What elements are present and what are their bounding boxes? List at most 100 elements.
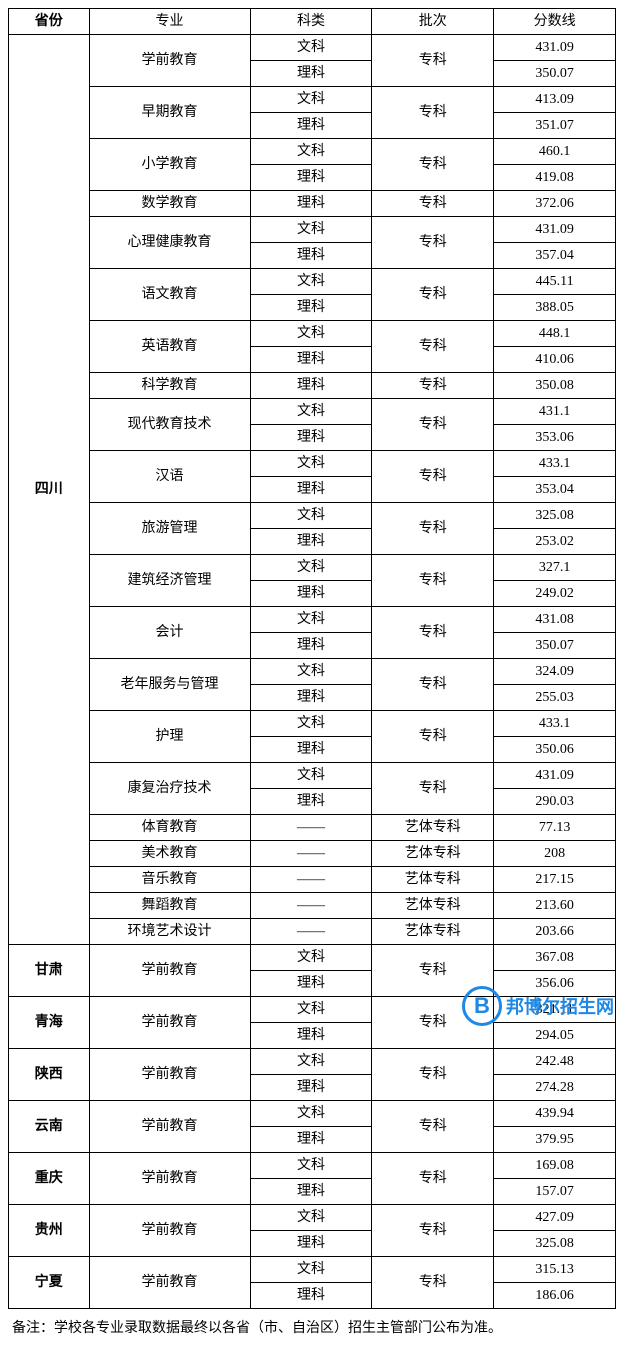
subject-cell: —— xyxy=(250,893,372,919)
subject-cell: 理科 xyxy=(250,1179,372,1205)
subject-cell: 文科 xyxy=(250,659,372,685)
score-cell: 208 xyxy=(494,841,616,867)
table-row: 汉语 文科 专科 433.1 xyxy=(9,451,616,477)
subject-cell: 文科 xyxy=(250,1049,372,1075)
subject-cell: 理科 xyxy=(250,373,372,399)
subject-cell: 文科 xyxy=(250,217,372,243)
score-cell: 379.95 xyxy=(494,1127,616,1153)
header-major: 专业 xyxy=(89,9,250,35)
subject-cell: 文科 xyxy=(250,399,372,425)
subject-cell: 理科 xyxy=(250,61,372,87)
header-subject: 科类 xyxy=(250,9,372,35)
table-row: 数学教育 理科 专科 372.06 xyxy=(9,191,616,217)
major-cell: 心理健康教育 xyxy=(89,217,250,269)
watermark-logo-icon: B xyxy=(462,986,502,1026)
score-cell: 431.09 xyxy=(494,217,616,243)
score-cell: 460.1 xyxy=(494,139,616,165)
score-cell: 213.60 xyxy=(494,893,616,919)
table-row: 老年服务与管理 文科 专科 324.09 xyxy=(9,659,616,685)
province-cell: 云南 xyxy=(9,1101,90,1153)
major-cell: 语文教育 xyxy=(89,269,250,321)
subject-cell: 理科 xyxy=(250,1127,372,1153)
subject-cell: 文科 xyxy=(250,1101,372,1127)
subject-cell: 文科 xyxy=(250,763,372,789)
subject-cell: 理科 xyxy=(250,971,372,997)
score-cell: 427.09 xyxy=(494,1205,616,1231)
subject-cell: 文科 xyxy=(250,1153,372,1179)
subject-cell: —— xyxy=(250,867,372,893)
batch-cell: 专科 xyxy=(372,191,494,217)
batch-cell: 专科 xyxy=(372,763,494,815)
table-row: 康复治疗技术 文科 专科 431.09 xyxy=(9,763,616,789)
score-cell: 203.66 xyxy=(494,919,616,945)
subject-cell: 文科 xyxy=(250,269,372,295)
subject-cell: —— xyxy=(250,815,372,841)
score-cell: 325.08 xyxy=(494,1231,616,1257)
table-row: 环境艺术设计 —— 艺体专科 203.66 xyxy=(9,919,616,945)
province-cell: 陕西 xyxy=(9,1049,90,1101)
batch-cell: 专科 xyxy=(372,1205,494,1257)
subject-cell: 文科 xyxy=(250,503,372,529)
major-cell: 学前教育 xyxy=(89,997,250,1049)
score-cell: 350.07 xyxy=(494,61,616,87)
major-cell: 学前教育 xyxy=(89,1257,250,1309)
score-cell: 350.07 xyxy=(494,633,616,659)
score-cell: 431.09 xyxy=(494,763,616,789)
table-row: 英语教育 文科 专科 448.1 xyxy=(9,321,616,347)
score-cell: 353.04 xyxy=(494,477,616,503)
batch-cell: 专科 xyxy=(372,1101,494,1153)
score-cell: 77.13 xyxy=(494,815,616,841)
major-cell: 早期教育 xyxy=(89,87,250,139)
province-cell: 甘肃 xyxy=(9,945,90,997)
subject-cell: 文科 xyxy=(250,87,372,113)
admission-score-table: 省份 专业 科类 批次 分数线 四川 学前教育 文科 专科 431.09 理科 … xyxy=(8,8,616,1309)
batch-cell: 专科 xyxy=(372,1049,494,1101)
major-cell: 护理 xyxy=(89,711,250,763)
score-cell: 431.08 xyxy=(494,607,616,633)
subject-cell: 理科 xyxy=(250,529,372,555)
header-batch: 批次 xyxy=(372,9,494,35)
table-row: 心理健康教育 文科 专科 431.09 xyxy=(9,217,616,243)
score-cell: 169.08 xyxy=(494,1153,616,1179)
table-row: 四川 学前教育 文科 专科 431.09 xyxy=(9,35,616,61)
table-row: 建筑经济管理 文科 专科 327.1 xyxy=(9,555,616,581)
watermark-text: 邦博尔招生网 xyxy=(506,993,614,1019)
major-cell: 现代教育技术 xyxy=(89,399,250,451)
batch-cell: 专科 xyxy=(372,217,494,269)
table-row: 现代教育技术 文科 专科 431.1 xyxy=(9,399,616,425)
subject-cell: 理科 xyxy=(250,1075,372,1101)
major-cell: 学前教育 xyxy=(89,35,250,87)
subject-cell: 文科 xyxy=(250,711,372,737)
subject-cell: 文科 xyxy=(250,997,372,1023)
table-row: 重庆 学前教育 文科 专科 169.08 xyxy=(9,1153,616,1179)
header-score: 分数线 xyxy=(494,9,616,35)
major-cell: 康复治疗技术 xyxy=(89,763,250,815)
province-cell: 四川 xyxy=(9,35,90,945)
major-cell: 英语教育 xyxy=(89,321,250,373)
subject-cell: 理科 xyxy=(250,425,372,451)
table-row: 会计 文科 专科 431.08 xyxy=(9,607,616,633)
batch-cell: 专科 xyxy=(372,269,494,321)
score-cell: 350.08 xyxy=(494,373,616,399)
subject-cell: 理科 xyxy=(250,347,372,373)
subject-cell: 文科 xyxy=(250,451,372,477)
subject-cell: 理科 xyxy=(250,581,372,607)
score-cell: 325.08 xyxy=(494,503,616,529)
major-cell: 学前教育 xyxy=(89,945,250,997)
batch-cell: 专科 xyxy=(372,607,494,659)
province-cell: 贵州 xyxy=(9,1205,90,1257)
province-cell: 宁夏 xyxy=(9,1257,90,1309)
batch-cell: 专科 xyxy=(372,373,494,399)
batch-cell: 艺体专科 xyxy=(372,841,494,867)
table-row: 甘肃 学前教育 文科 专科 367.08 xyxy=(9,945,616,971)
batch-cell: 专科 xyxy=(372,555,494,607)
batch-cell: 专科 xyxy=(372,399,494,451)
major-cell: 数学教育 xyxy=(89,191,250,217)
province-cell: 青海 xyxy=(9,997,90,1049)
major-cell: 体育教育 xyxy=(89,815,250,841)
score-cell: 324.09 xyxy=(494,659,616,685)
subject-cell: 文科 xyxy=(250,945,372,971)
subject-cell: —— xyxy=(250,919,372,945)
major-cell: 环境艺术设计 xyxy=(89,919,250,945)
score-cell: 419.08 xyxy=(494,165,616,191)
